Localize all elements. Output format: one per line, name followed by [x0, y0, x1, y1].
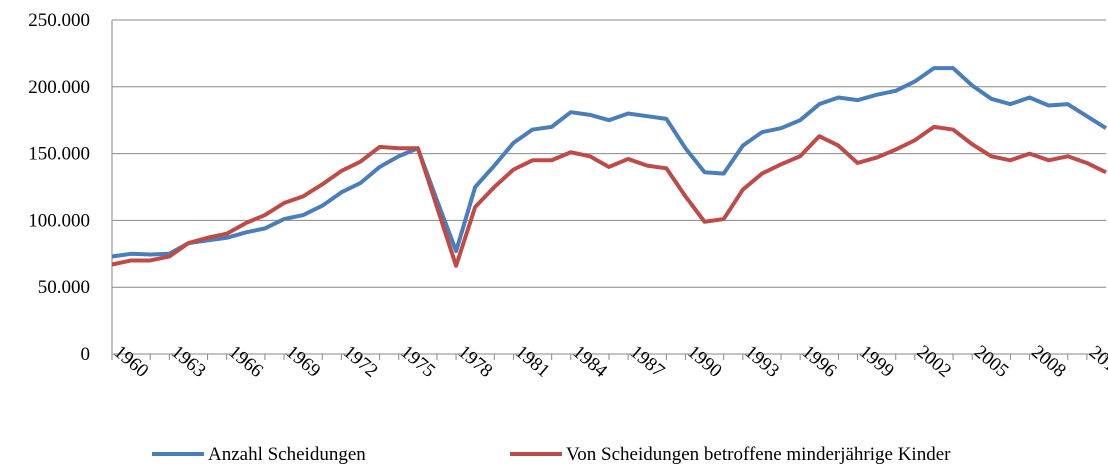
x-tick-label: 2005: [970, 341, 1013, 382]
x-tick-label: 2011: [1085, 342, 1108, 382]
x-tick-label: 1963: [167, 341, 210, 382]
x-tick-label: 1969: [282, 341, 325, 382]
legend-label: Anzahl Scheidungen: [208, 444, 366, 465]
x-tick-label: 1960: [110, 341, 153, 382]
x-tick-label: 2002: [913, 341, 956, 382]
series-line: [111, 124, 1107, 268]
x-tick-label: 1993: [740, 341, 783, 382]
x-tick-label: 1990: [683, 341, 726, 382]
x-tick-label: 1987: [626, 341, 669, 382]
x-tick-label: 1966: [224, 341, 267, 382]
y-tick-label: 250.000: [28, 10, 90, 31]
x-tick-label: 2008: [1027, 341, 1070, 382]
x-tick-label: 1972: [339, 341, 382, 382]
series-line: [111, 66, 1108, 259]
y-tick-label: 100.000: [28, 210, 90, 231]
y-tick-label: 0: [81, 344, 91, 365]
x-tick-label: 1978: [454, 341, 497, 382]
y-tick-label: 150.000: [28, 144, 90, 165]
legend-label: Von Scheidungen betroffene minderjährige…: [566, 444, 951, 465]
x-tick-label: 1981: [511, 341, 554, 382]
x-tick-label: 1975: [396, 341, 439, 382]
x-tick-label: 1999: [855, 341, 898, 382]
y-tick-label: 200.000: [28, 77, 90, 98]
x-tick-label: 1984: [568, 341, 611, 382]
x-tick-label: 1996: [798, 341, 841, 382]
y-tick-label: 50.000: [38, 277, 90, 298]
